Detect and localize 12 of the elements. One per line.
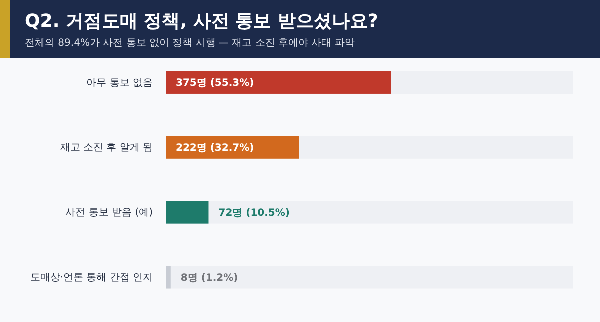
chart-title: Q2. 거점도매 정책, 사전 통보 받으셨나요? bbox=[25, 11, 378, 32]
data-label: 375명 (55.3%) bbox=[176, 78, 254, 90]
y-tick-label: 아무 통보 없음 bbox=[86, 78, 153, 89]
y-tick-label: 도매상·언론 통해 간접 인지 bbox=[30, 272, 153, 284]
data-label: 222명 (32.7%) bbox=[176, 143, 254, 154]
bar bbox=[166, 201, 209, 224]
y-tick-label: 사전 통보 받음 (예) bbox=[66, 208, 154, 219]
chart-subtitle: 전체의 89.4%가 사전 통보 없이 정책 시행 — 재고 소진 후에야 사태 파악 bbox=[25, 38, 355, 49]
data-label: 8명 (1.2%) bbox=[180, 272, 238, 284]
bar bbox=[166, 266, 171, 289]
y-tick-label: 재고 소진 후 알게 됨 bbox=[60, 142, 153, 154]
data-label: 72명 (10.5%) bbox=[218, 208, 290, 219]
